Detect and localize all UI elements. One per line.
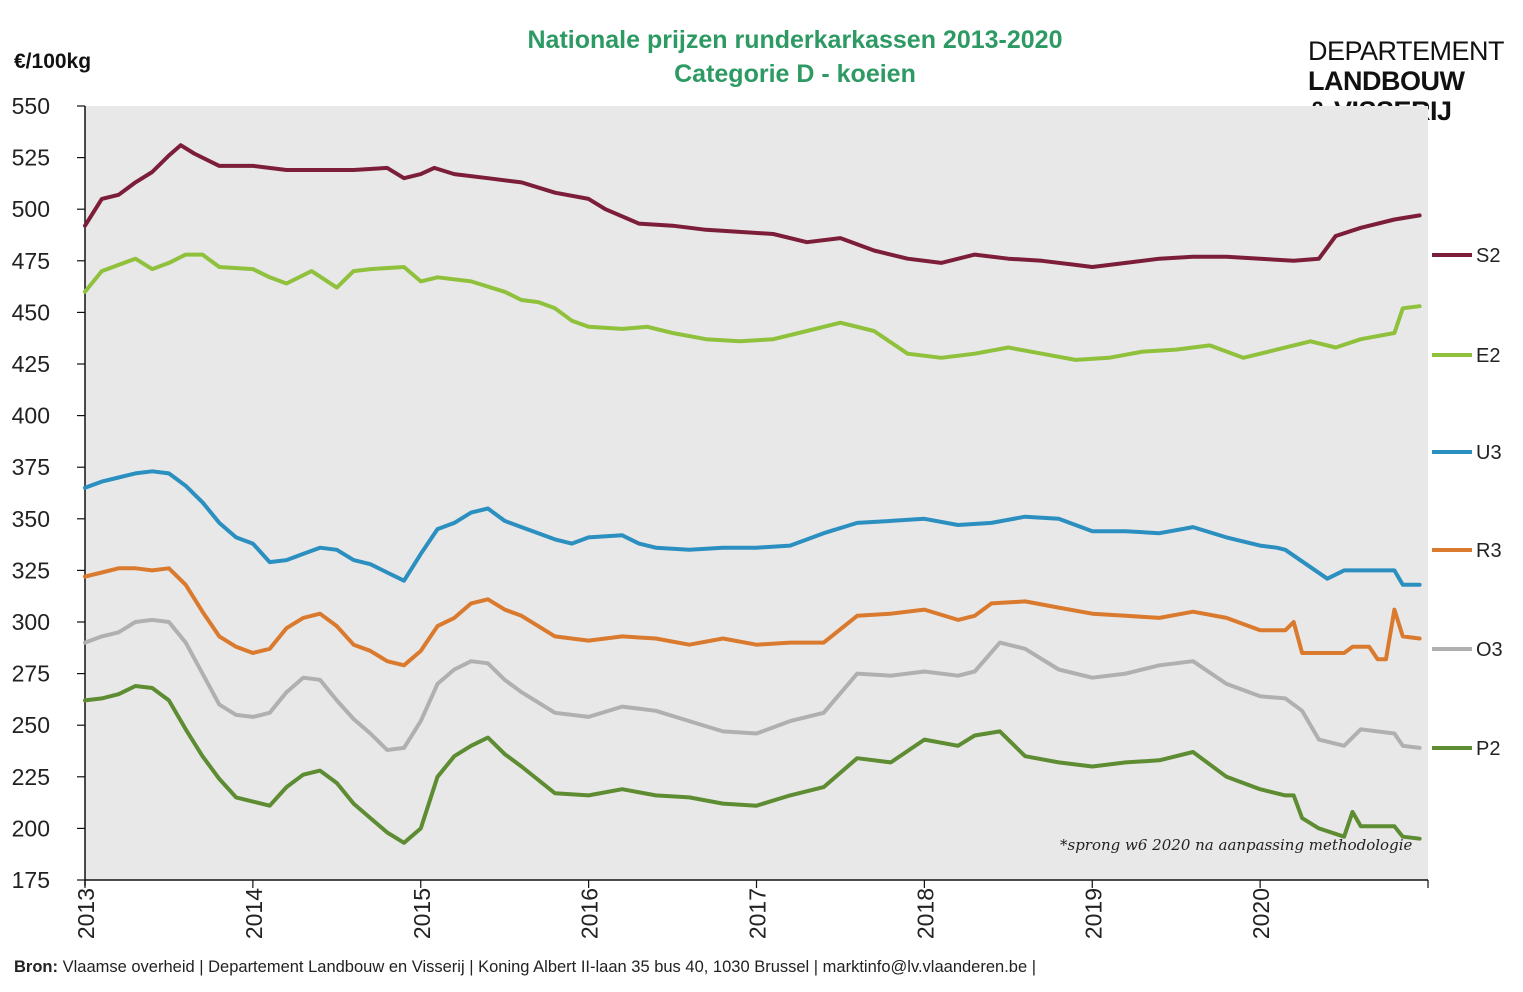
legend-label-u3: U3 xyxy=(1476,442,1502,464)
x-tick-label: 2015 xyxy=(409,888,435,939)
y-tick-label: 275 xyxy=(12,661,50,687)
y-tick-label: 175 xyxy=(12,867,50,893)
footer: Bron: Vlaamse overheid | Departement Lan… xyxy=(14,958,1036,977)
legend-label-o3: O3 xyxy=(1476,639,1503,661)
x-tick-label: 2013 xyxy=(73,888,99,939)
department-logo: DEPARTEMENT LANDBOUW & VISSERIJ xyxy=(1308,36,1505,126)
y-tick-label: 450 xyxy=(12,299,50,325)
x-tick-label: 2014 xyxy=(241,888,267,939)
plot-area xyxy=(85,106,1428,880)
x-tick-label: 2018 xyxy=(912,888,938,939)
x-tick-label: 2016 xyxy=(577,888,603,939)
y-axis-unit: €/100kg xyxy=(14,50,92,73)
y-tick-label: 400 xyxy=(12,403,50,429)
series-line-s2 xyxy=(83,143,1422,269)
legend-label-p2: P2 xyxy=(1476,738,1500,760)
y-tick-label: 525 xyxy=(12,145,50,171)
series-line-e2 xyxy=(83,252,1422,362)
series-line-p2 xyxy=(83,684,1422,845)
y-tick-label: 200 xyxy=(12,815,50,841)
chart-title: Nationale prijzen runderkarkassen 2013-2… xyxy=(527,26,1063,54)
x-tick-label: 2017 xyxy=(745,888,771,939)
legend-label-s2: S2 xyxy=(1476,245,1500,267)
legend-label-r3: R3 xyxy=(1476,540,1502,562)
x-tick-label: 2020 xyxy=(1248,888,1274,939)
chart-subtitle: Categorie D - koeien xyxy=(674,60,916,88)
legend-label-e2: E2 xyxy=(1476,345,1500,367)
methodology-note: *sprong w6 2020 na aanpassing methodolog… xyxy=(1060,836,1413,854)
y-tick-label: 375 xyxy=(12,454,50,480)
y-tick-label: 300 xyxy=(12,609,50,635)
y-tick-label: 250 xyxy=(12,712,50,738)
footer-label: Bron: xyxy=(14,958,58,976)
y-tick-label: 225 xyxy=(12,764,50,790)
y-tick-label: 350 xyxy=(12,506,50,532)
logo-line-2: LANDBOUW xyxy=(1308,66,1465,96)
logo-line-1: DEPARTEMENT xyxy=(1308,36,1505,66)
y-tick-label: 425 xyxy=(12,351,50,377)
series-line-o3 xyxy=(83,617,1422,752)
series-line-r3 xyxy=(83,566,1422,668)
y-tick-label: 500 xyxy=(12,196,50,222)
series-line-u3 xyxy=(83,469,1422,587)
y-tick-label: 325 xyxy=(12,557,50,583)
y-tick-label: 475 xyxy=(12,248,50,274)
y-tick-label: 550 xyxy=(12,93,50,119)
x-tick-label: 2019 xyxy=(1080,888,1106,939)
footer-text: Vlaamse overheid | Departement Landbouw … xyxy=(62,958,1037,976)
